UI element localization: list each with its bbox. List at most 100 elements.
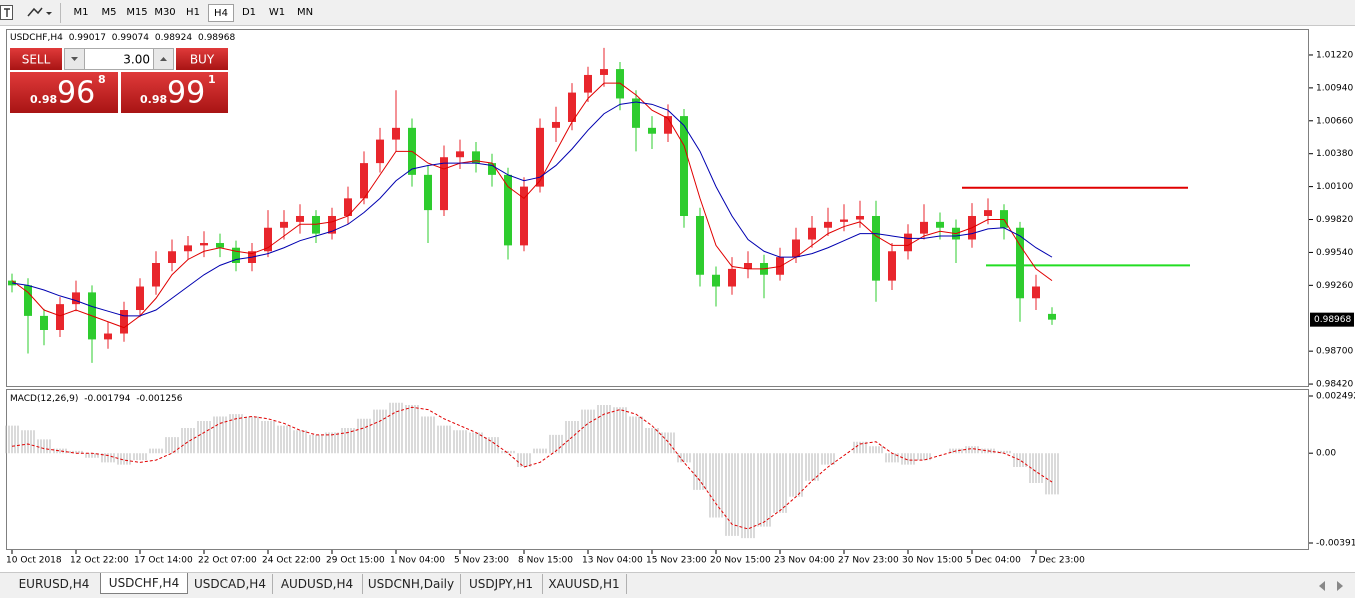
timeframe-button[interactable]: H4 bbox=[208, 4, 234, 22]
timeframe-button[interactable]: D1 bbox=[241, 7, 257, 18]
macd-bar-group bbox=[757, 453, 771, 527]
chart-tab[interactable]: XAUUSD,H1 bbox=[542, 574, 627, 594]
chart-tab[interactable]: EURUSD,H4 bbox=[8, 574, 101, 594]
y-tick-label: 0.99540 bbox=[1316, 248, 1353, 258]
macd-bar-group bbox=[5, 425, 19, 454]
timeframe-button[interactable]: M1 bbox=[73, 7, 89, 18]
macd-bar-group bbox=[197, 421, 211, 454]
bid-box[interactable] bbox=[10, 72, 118, 113]
current-price-box bbox=[1310, 312, 1354, 327]
candle-body bbox=[776, 257, 784, 275]
macd-header: MACD(12,26,9) -0.001794 -0.001256 bbox=[10, 394, 183, 404]
tab-scroll bbox=[1319, 581, 1343, 591]
macd-bar-group bbox=[869, 446, 883, 454]
candle-body bbox=[520, 186, 528, 246]
bid-main: 96 bbox=[57, 76, 95, 111]
candle-body bbox=[840, 219, 848, 222]
x-tick-label: 7 Dec 23:00 bbox=[1030, 556, 1085, 566]
candle-body bbox=[632, 98, 640, 128]
macd-title: MACD(12,26,9) bbox=[10, 394, 78, 404]
y-tick-label: 0.99820 bbox=[1316, 215, 1353, 225]
macd-bar-group bbox=[629, 416, 643, 454]
chart-tab[interactable]: USDCHF,H4 bbox=[100, 573, 188, 594]
timeframe-button[interactable]: M5 bbox=[101, 7, 117, 18]
sell-button[interactable] bbox=[10, 48, 62, 70]
sell-label: SELL bbox=[22, 53, 51, 67]
x-tick-label: 23 Nov 04:00 bbox=[774, 556, 835, 566]
candle-body bbox=[488, 163, 496, 175]
candle-body bbox=[56, 304, 64, 330]
x-tick-label: 1 Nov 04:00 bbox=[390, 556, 445, 566]
macd-bar-group bbox=[709, 453, 723, 518]
chart-tab[interactable]: USDCNH,Daily bbox=[362, 574, 461, 594]
chart-tab[interactable]: USDCAD,H4 bbox=[188, 574, 273, 594]
candle-body bbox=[888, 251, 896, 281]
scroll-right[interactable] bbox=[1337, 581, 1343, 591]
ask-box[interactable] bbox=[121, 72, 228, 113]
candle-body bbox=[136, 286, 144, 311]
y-tick-label: 0.98420 bbox=[1316, 380, 1353, 390]
macd-bar-group bbox=[885, 453, 899, 463]
candle-body bbox=[872, 215, 880, 281]
timeframe-button[interactable]: MN bbox=[296, 7, 314, 18]
toolbar-icons bbox=[0, 3, 61, 23]
x-tick-label: 8 Nov 15:00 bbox=[518, 556, 573, 566]
candle-body bbox=[376, 139, 384, 164]
y-tick-label: 0.98700 bbox=[1316, 347, 1353, 357]
candle-body bbox=[808, 227, 816, 240]
candle-body bbox=[344, 198, 352, 216]
buy-button[interactable] bbox=[176, 48, 228, 70]
candle-body bbox=[984, 210, 992, 216]
candle-body bbox=[120, 310, 128, 334]
timeframe-button[interactable]: W1 bbox=[268, 7, 286, 18]
chart-tab[interactable]: AUDUSD,H4 bbox=[272, 574, 363, 594]
y-tick-label: 0.00 bbox=[1316, 449, 1336, 459]
decrease-arrow bbox=[71, 57, 78, 61]
candle-body bbox=[936, 221, 944, 228]
macd-bar-group bbox=[405, 404, 419, 454]
candle-body bbox=[696, 215, 704, 275]
macd-bar-group bbox=[677, 453, 691, 463]
candle-body bbox=[552, 121, 560, 128]
y-tick-label: 1.00940 bbox=[1316, 83, 1353, 93]
candle-body bbox=[664, 116, 672, 134]
candle-body bbox=[296, 215, 304, 222]
toolbar: M1 M5 M15 M30 H1 H4 D1 W1 MN bbox=[0, 0, 1355, 26]
candle-body bbox=[264, 227, 272, 252]
x-tick-label: 30 Nov 15:00 bbox=[902, 556, 963, 566]
y-tick-label: 0.002492 bbox=[1316, 391, 1355, 401]
candle-body bbox=[200, 243, 208, 246]
bid-prefix: 0.98 bbox=[30, 93, 57, 106]
macd-main-value: -0.001794 bbox=[84, 394, 130, 404]
macd-bar-group bbox=[437, 425, 451, 454]
macd-bar-group bbox=[533, 448, 547, 454]
chart-tab[interactable]: USDJPY,H1 bbox=[460, 574, 543, 594]
objects-icon[interactable] bbox=[27, 7, 43, 17]
bid-small: 8 bbox=[98, 73, 106, 86]
macd-window-frame bbox=[6, 389, 1309, 550]
one-click-panel: SELL 3.00 BUY 0.98 96 8 0.98 99 1 bbox=[10, 48, 228, 113]
header-high: 0.99074 bbox=[112, 33, 149, 43]
candle-body bbox=[648, 127, 656, 134]
macd-bar-group bbox=[901, 453, 915, 465]
candle-body bbox=[440, 157, 448, 211]
timeframe-button[interactable]: M15 bbox=[126, 7, 148, 18]
main-layer: 1.01220 1.00940 1.00660 1.00380 1.00100 0.998… bbox=[6, 47, 1354, 566]
scroll-left[interactable] bbox=[1319, 581, 1325, 591]
macd-layer: 0.002492 0.00 -0.003913 bbox=[5, 391, 1355, 549]
candle-body bbox=[504, 174, 512, 246]
macd-bar-group bbox=[37, 439, 51, 454]
y-tick-label: 1.00100 bbox=[1316, 182, 1353, 192]
dropdown-arrow[interactable] bbox=[46, 12, 52, 15]
x-tick-label: 15 Nov 23:00 bbox=[646, 556, 707, 566]
candle-body bbox=[680, 116, 688, 216]
macd-bar-group bbox=[661, 432, 675, 454]
timeframe-button[interactable]: H1 bbox=[186, 7, 200, 18]
timeframe-button[interactable]: M30 bbox=[154, 7, 176, 18]
macd-bar-group bbox=[213, 416, 227, 454]
moving-average bbox=[11, 101, 1053, 317]
macd-bar-group bbox=[373, 409, 387, 454]
candle-body bbox=[104, 333, 112, 340]
moving-average bbox=[11, 82, 1053, 329]
